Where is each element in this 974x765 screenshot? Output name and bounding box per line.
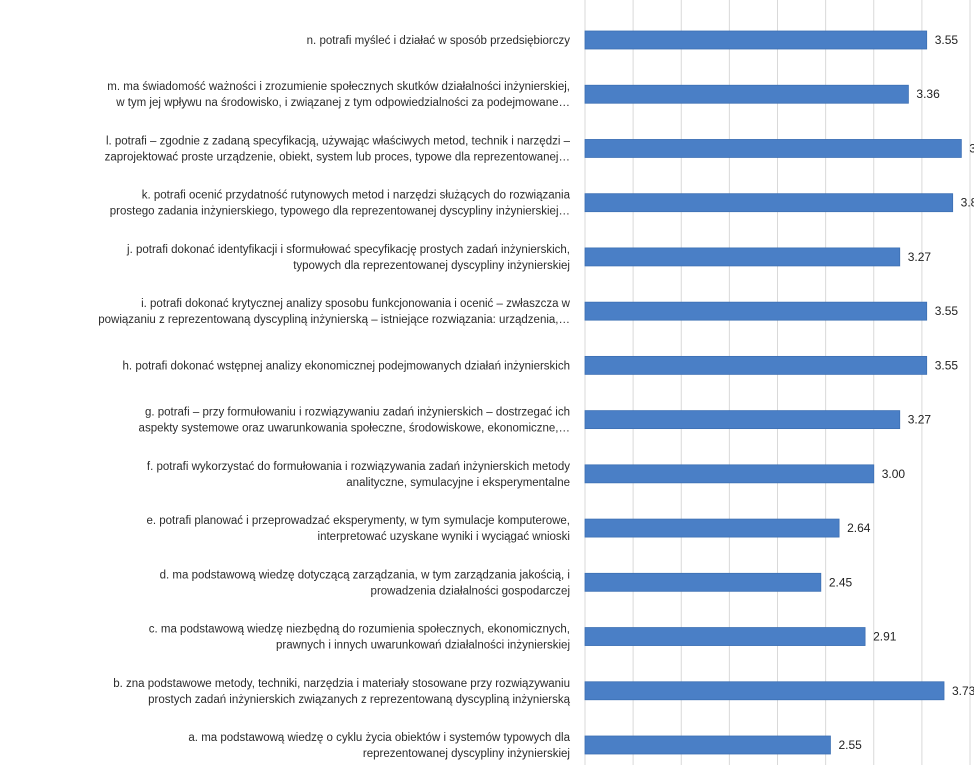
value-labels: 3.55 3.36 3.91 3.82 3.27 3.55 3.55 3.27 3.00 2.64… <box>829 33 974 752</box>
category-label-line: n. potrafi myśleć i działać w sposób prz… <box>307 35 571 47</box>
category-label: e. potrafi planować i przeprowadzać eksp… <box>146 515 570 543</box>
data-label: 3.27 <box>908 250 932 264</box>
data-label: 2.64 <box>847 521 871 535</box>
category-label-line: a. ma podstawową wiedzę o cyklu życia ob… <box>188 732 570 744</box>
category-label-line: h. potrafi dokonać wstępnej analizy ekon… <box>123 360 570 372</box>
category-label-line: d. ma podstawową wiedzę dotyczącą zarząd… <box>160 569 570 581</box>
data-label: 2.45 <box>829 575 853 589</box>
bar <box>584 681 945 701</box>
category-label: g. potrafi – przy formułowaniu i rozwiąz… <box>139 407 570 435</box>
bar <box>584 627 866 646</box>
category-label-line: prostych zadań inżynierskich związanych … <box>148 694 570 706</box>
category-label: n. potrafi myśleć i działać w sposób prz… <box>307 35 571 47</box>
bar <box>584 355 928 375</box>
category-label-line: i. potrafi dokonać krytycznej analizy sp… <box>141 298 571 310</box>
data-label: 3.00 <box>882 467 906 481</box>
data-label: 3.82 <box>961 196 974 210</box>
category-labels: n. potrafi myśleć i działać w sposób prz… <box>98 35 570 760</box>
category-label-line: c. ma podstawową wiedzę niezbędną do roz… <box>149 624 570 636</box>
bar <box>584 301 928 321</box>
category-label-line: j. potrafi dokonać identyfikacji i sform… <box>126 244 570 256</box>
category-label: k. potrafi ocenić przydatność rutynowych… <box>110 190 571 218</box>
bar <box>584 193 954 213</box>
data-label: 3.55 <box>935 304 959 318</box>
data-label: 2.55 <box>838 738 862 752</box>
category-label-line: typowych dla reprezentowanej dyscypliny … <box>293 260 570 272</box>
category-label: l. potrafi – zgodnie z zadaną specyfikac… <box>105 135 571 163</box>
category-label-line: interpretować uzyskane wyniki i wyciągać… <box>318 531 570 543</box>
category-label-line: k. potrafi ocenić przydatność rutynowych… <box>142 190 571 202</box>
category-label-line: m. ma świadomość ważności i zrozumienie … <box>107 81 570 93</box>
data-label: 2.91 <box>873 630 897 644</box>
category-label-line: prostego zadania inżynierskiego, typoweg… <box>110 206 570 218</box>
bar <box>584 518 840 538</box>
category-label-line: e. potrafi planować i przeprowadzać eksp… <box>146 515 570 527</box>
data-label: 3.55 <box>935 33 959 47</box>
category-label: d. ma podstawową wiedzę dotyczącą zarząd… <box>160 569 570 597</box>
category-label-line: powiązaniu z reprezentowaną dyscypliną i… <box>98 314 570 326</box>
category-label: h. potrafi dokonać wstępnej analizy ekon… <box>123 360 570 372</box>
category-label: b. zna podstawowe metody, techniki, narz… <box>113 678 570 706</box>
category-label-line: prowadzenia działalności gospodarczej <box>371 585 570 597</box>
bar <box>584 735 831 755</box>
data-label: 3.73 <box>952 684 974 698</box>
category-label-line: zaprojektować proste urządzenie, obiekt,… <box>105 151 570 163</box>
bar <box>584 247 901 267</box>
data-label: 3.91 <box>969 141 974 155</box>
category-label-line: b. zna podstawowe metody, techniki, narz… <box>113 678 570 690</box>
data-label: 3.36 <box>916 87 940 101</box>
bar <box>584 84 909 104</box>
category-label-line: analityczne, symulacyjne i eksperymental… <box>346 477 570 489</box>
category-label-line: l. potrafi – zgodnie z zadaną specyfikac… <box>106 135 571 147</box>
bar <box>584 139 962 158</box>
bar <box>584 410 901 430</box>
category-label-line: prawnych i innych uwarunkowań działalnoś… <box>276 640 570 652</box>
bar <box>584 30 928 50</box>
category-label: c. ma podstawową wiedzę niezbędną do roz… <box>149 624 570 652</box>
category-label: a. ma podstawową wiedzę o cyklu życia ob… <box>188 732 570 760</box>
bar <box>584 464 875 484</box>
data-label: 3.55 <box>935 358 959 372</box>
bars <box>584 30 962 755</box>
category-label-line: reprezentowanej dyscypliny inżynierskiej <box>363 748 570 760</box>
category-label: f. potrafi wykorzystać do formułowania i… <box>147 461 570 489</box>
category-label: i. potrafi dokonać krytycznej analizy sp… <box>98 298 570 326</box>
category-label-line: f. potrafi wykorzystać do formułowania i… <box>147 461 570 473</box>
category-label-line: w tym jej wpływu na środowisko, i związa… <box>115 97 570 109</box>
category-label-line: g. potrafi – przy formułowaniu i rozwiąz… <box>145 407 570 419</box>
bar <box>584 572 822 592</box>
gridlines <box>584 0 971 765</box>
data-label: 3.27 <box>908 413 932 427</box>
category-label: j. potrafi dokonać identyfikacji i sform… <box>126 244 570 272</box>
category-label-line: aspekty systemowe oraz uwarunkowania spo… <box>139 423 570 435</box>
category-label: m. ma świadomość ważności i zrozumienie … <box>107 81 570 109</box>
